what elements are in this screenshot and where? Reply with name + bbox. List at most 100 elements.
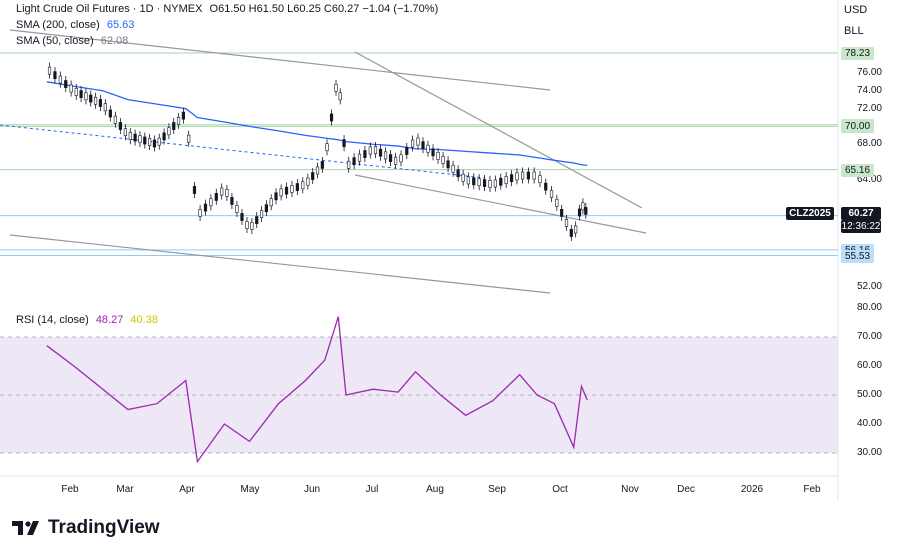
legend-sma200-value: 65.63: [106, 19, 135, 31]
candle-body: [520, 171, 525, 180]
candle-body: [564, 219, 569, 227]
candle-body: [108, 109, 112, 118]
candle-body: [466, 176, 470, 185]
candle-body: [279, 188, 283, 197]
candle-body: [123, 128, 127, 137]
trend-line: [9, 234, 551, 294]
candle-body: [103, 103, 107, 112]
candle-body: [436, 151, 440, 160]
candle-body: [311, 172, 315, 180]
candle-body: [162, 132, 166, 141]
candles: [47, 62, 588, 241]
rsi-axis-label: 70.00: [856, 331, 882, 342]
candle-body: [157, 137, 161, 146]
trend-line: [354, 174, 647, 234]
time-axis-label: Apr: [179, 484, 195, 495]
candle-body: [515, 172, 519, 181]
candle-body: [352, 157, 356, 166]
candle-body: [167, 127, 171, 136]
time-axis-label: 2026: [741, 484, 764, 495]
candle-body: [577, 208, 582, 217]
candle-body: [405, 147, 409, 155]
price-level-tag: 78.23: [841, 47, 874, 60]
candle-body: [53, 71, 57, 79]
candle-body: [187, 134, 191, 143]
currency-label: USD: [844, 4, 868, 16]
candle-body: [315, 166, 320, 175]
candle-body: [58, 75, 62, 84]
candle-body: [399, 154, 403, 163]
countdown-tag: 12:36:22: [841, 220, 881, 233]
time-axis-label: Aug: [426, 484, 444, 495]
rsi-axis-label: 50.00: [856, 389, 882, 400]
candle-body: [410, 139, 415, 148]
tradingview-logo-icon: [12, 521, 39, 535]
candle-body: [538, 175, 542, 184]
candle-body: [64, 80, 68, 88]
candle-body: [493, 179, 497, 188]
candle-body: [79, 90, 83, 98]
candle-body: [98, 99, 102, 107]
rsi-lines: [46, 316, 588, 464]
candle-body: [426, 144, 430, 153]
rsi-axis-label: 30.00: [856, 447, 882, 458]
moving-averages: [46, 81, 588, 167]
candle-body: [416, 137, 420, 146]
candle-body: [93, 96, 98, 105]
trend-line: [354, 51, 643, 209]
candle-body: [148, 138, 152, 146]
candle-body: [482, 179, 487, 187]
time-axis-label: Jul: [366, 484, 379, 495]
candle-body: [198, 209, 202, 217]
price-level-tag: 55.53: [841, 249, 874, 263]
candle-body: [84, 92, 88, 101]
candle-body: [451, 164, 455, 173]
candle-body: [295, 183, 299, 191]
price-level-tag: 65.16: [841, 163, 874, 177]
candle-body: [477, 178, 481, 187]
candle-body: [113, 115, 117, 124]
candle-body: [89, 94, 93, 103]
legend-sma50-row: SMA (50, close) 62.08: [16, 35, 128, 47]
candle-body: [393, 156, 398, 165]
candle-body: [203, 203, 208, 212]
rsi-band: [0, 336, 838, 454]
price-level-lines: [0, 52, 838, 257]
time-axis-label: Nov: [621, 484, 639, 495]
candle-body: [325, 143, 329, 152]
candle-body: [357, 153, 362, 162]
candle-body: [138, 135, 142, 143]
legend-ohlc: O61.50 H61.50 L60.25 C60.27 −1.04 (−1.70…: [209, 3, 439, 15]
time-axis-label: Dec: [677, 484, 695, 495]
price-axis-label: 64.00: [856, 173, 882, 185]
candle-body: [499, 177, 503, 186]
candle-body: [240, 213, 244, 221]
candle-body: [368, 146, 372, 155]
candle-body: [488, 180, 492, 188]
time-axis-label: Oct: [552, 484, 568, 495]
legend-symbol-title: Light Crude Oil Futures · 1D · NYMEX: [16, 3, 203, 15]
candle-body: [209, 198, 213, 207]
candle-body: [342, 139, 346, 148]
time-axis-label: May: [241, 484, 260, 495]
tradingview-logo[interactable]: TradingView: [12, 517, 160, 539]
trend-lines: [0, 29, 647, 294]
candle-body: [383, 151, 388, 160]
unit-label: BLL: [844, 25, 864, 37]
legend-sma50-label: SMA (50, close): [16, 35, 94, 47]
candle-body: [259, 210, 264, 219]
rsi-axis-label: 80.00: [856, 302, 882, 313]
last-price-tag: 60.27: [841, 207, 881, 220]
candle-body: [306, 177, 310, 186]
price-axis-label: 74.00: [856, 84, 882, 96]
legend-rsi-row: RSI (14, close) 48.27 40.38: [16, 314, 158, 326]
candle-body: [143, 136, 147, 145]
candle-body: [269, 198, 273, 207]
candle-body: [532, 171, 536, 180]
candle-body: [264, 204, 268, 213]
candle-body: [338, 92, 342, 101]
symbol-tag: CLZ2025: [786, 207, 834, 220]
rsi-axis-label: 60.00: [856, 360, 882, 371]
candle-body: [334, 83, 338, 92]
